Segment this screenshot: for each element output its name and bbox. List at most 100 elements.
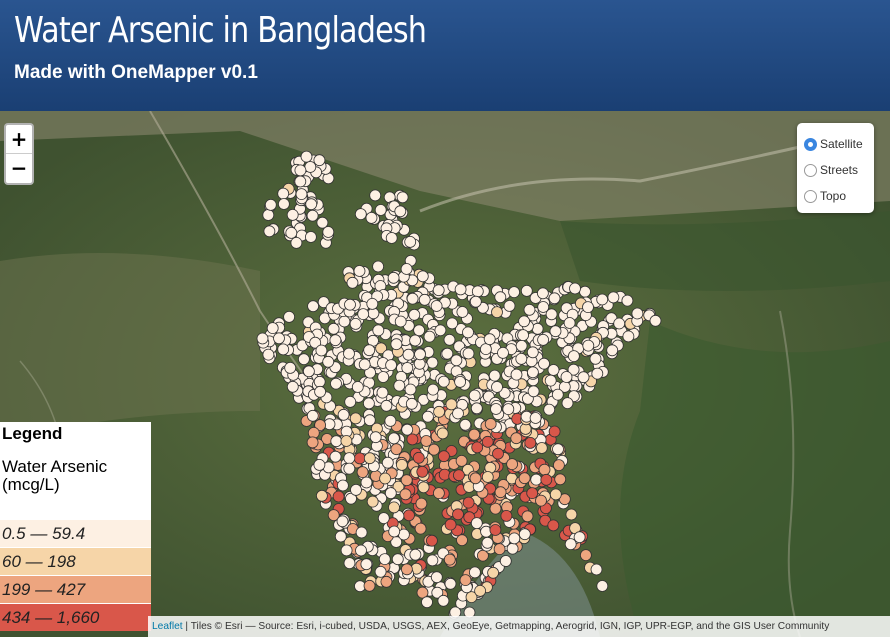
sample-marker[interactable] <box>580 549 592 562</box>
sample-marker[interactable] <box>524 436 537 449</box>
sample-marker[interactable] <box>365 212 378 224</box>
sample-marker[interactable] <box>489 502 502 515</box>
layer-option-topo[interactable]: Topo <box>804 183 874 209</box>
sample-marker[interactable] <box>554 473 567 486</box>
sample-marker[interactable] <box>417 481 430 494</box>
sample-marker[interactable] <box>283 310 296 323</box>
sample-marker[interactable] <box>360 558 373 571</box>
sample-marker[interactable] <box>277 187 290 200</box>
sample-marker[interactable] <box>582 301 594 314</box>
sample-marker[interactable] <box>452 407 464 420</box>
sample-marker[interactable] <box>521 510 534 523</box>
sample-marker[interactable] <box>363 579 376 592</box>
sample-marker[interactable] <box>494 486 507 499</box>
sample-marker[interactable] <box>345 492 357 505</box>
sample-marker[interactable] <box>537 301 550 313</box>
sample-marker[interactable] <box>327 322 340 335</box>
sample-marker[interactable] <box>340 435 353 447</box>
sample-marker[interactable] <box>387 271 400 284</box>
sample-marker[interactable] <box>549 488 562 501</box>
sample-marker[interactable] <box>437 594 450 607</box>
sample-marker[interactable] <box>340 544 353 557</box>
sample-marker[interactable] <box>537 287 549 300</box>
sample-marker[interactable] <box>492 447 504 460</box>
radio-icon[interactable] <box>804 163 817 177</box>
sample-marker[interactable] <box>343 462 356 475</box>
sample-marker[interactable] <box>428 443 440 456</box>
sample-marker[interactable] <box>445 398 458 411</box>
sample-marker[interactable] <box>579 285 591 298</box>
sample-marker[interactable] <box>540 473 553 486</box>
sample-marker[interactable] <box>468 566 481 579</box>
sample-marker[interactable] <box>396 191 409 204</box>
sample-marker[interactable] <box>606 344 619 357</box>
sample-marker[interactable] <box>558 493 571 506</box>
sample-marker[interactable] <box>493 543 506 556</box>
sample-marker[interactable] <box>471 285 484 298</box>
sample-marker[interactable] <box>315 489 328 502</box>
sample-marker[interactable] <box>349 317 362 330</box>
sample-marker[interactable] <box>527 366 539 379</box>
sample-marker[interactable] <box>491 381 503 393</box>
sample-marker[interactable] <box>262 348 275 361</box>
sample-marker[interactable] <box>560 371 573 383</box>
sample-marker[interactable] <box>437 450 450 463</box>
sample-marker[interactable] <box>465 591 478 604</box>
sample-marker[interactable] <box>443 553 456 566</box>
sample-marker[interactable] <box>564 538 577 551</box>
sample-marker[interactable] <box>494 291 507 304</box>
sample-marker[interactable] <box>589 352 602 365</box>
sample-marker[interactable] <box>563 317 576 329</box>
sample-marker[interactable] <box>330 435 343 448</box>
sample-marker[interactable] <box>357 308 370 321</box>
sample-marker[interactable] <box>437 375 450 388</box>
sample-marker[interactable] <box>421 410 434 423</box>
sample-marker[interactable] <box>591 367 604 380</box>
sample-marker[interactable] <box>488 369 501 382</box>
sample-marker[interactable] <box>262 209 275 221</box>
sample-marker[interactable] <box>443 333 456 346</box>
zoom-out-button[interactable]: − <box>10 156 28 180</box>
sample-marker[interactable] <box>538 357 550 370</box>
sample-marker[interactable] <box>314 385 327 398</box>
sample-marker[interactable] <box>454 283 467 296</box>
sample-marker[interactable] <box>549 325 562 338</box>
sample-marker[interactable] <box>380 575 393 588</box>
sample-marker[interactable] <box>515 352 528 365</box>
sample-marker[interactable] <box>431 586 444 599</box>
sample-marker[interactable] <box>415 497 428 510</box>
sample-marker[interactable] <box>459 418 472 431</box>
sample-marker[interactable] <box>517 329 529 342</box>
sample-marker[interactable] <box>432 487 445 500</box>
sample-marker[interactable] <box>344 395 357 408</box>
sample-marker[interactable] <box>468 389 481 402</box>
sample-marker[interactable] <box>284 361 297 374</box>
sample-marker[interactable] <box>304 161 317 173</box>
sample-marker[interactable] <box>277 343 290 356</box>
sample-marker[interactable] <box>432 284 445 297</box>
sample-marker[interactable] <box>350 483 362 496</box>
sample-marker[interactable] <box>401 423 414 436</box>
sample-marker[interactable] <box>531 322 544 335</box>
sample-marker[interactable] <box>474 584 487 597</box>
layer-option-streets[interactable]: Streets <box>804 157 874 183</box>
sample-marker[interactable] <box>313 458 326 471</box>
sample-marker[interactable] <box>302 365 315 378</box>
sample-marker[interactable] <box>379 472 392 485</box>
sample-marker[interactable] <box>263 225 276 238</box>
sample-marker[interactable] <box>330 377 342 390</box>
sample-marker[interactable] <box>518 528 531 541</box>
sample-marker[interactable] <box>304 231 317 243</box>
sample-marker[interactable] <box>530 473 543 486</box>
sample-marker[interactable] <box>416 465 429 478</box>
sample-marker[interactable] <box>430 571 443 584</box>
sample-marker[interactable] <box>481 471 494 483</box>
sample-marker[interactable] <box>343 452 356 465</box>
sample-marker[interactable] <box>337 408 350 421</box>
sample-marker[interactable] <box>565 508 578 521</box>
sample-marker[interactable] <box>294 175 307 188</box>
sample-marker[interactable] <box>332 490 345 503</box>
sample-marker[interactable] <box>334 530 347 543</box>
sample-marker[interactable] <box>553 459 565 472</box>
sample-marker[interactable] <box>256 332 269 345</box>
